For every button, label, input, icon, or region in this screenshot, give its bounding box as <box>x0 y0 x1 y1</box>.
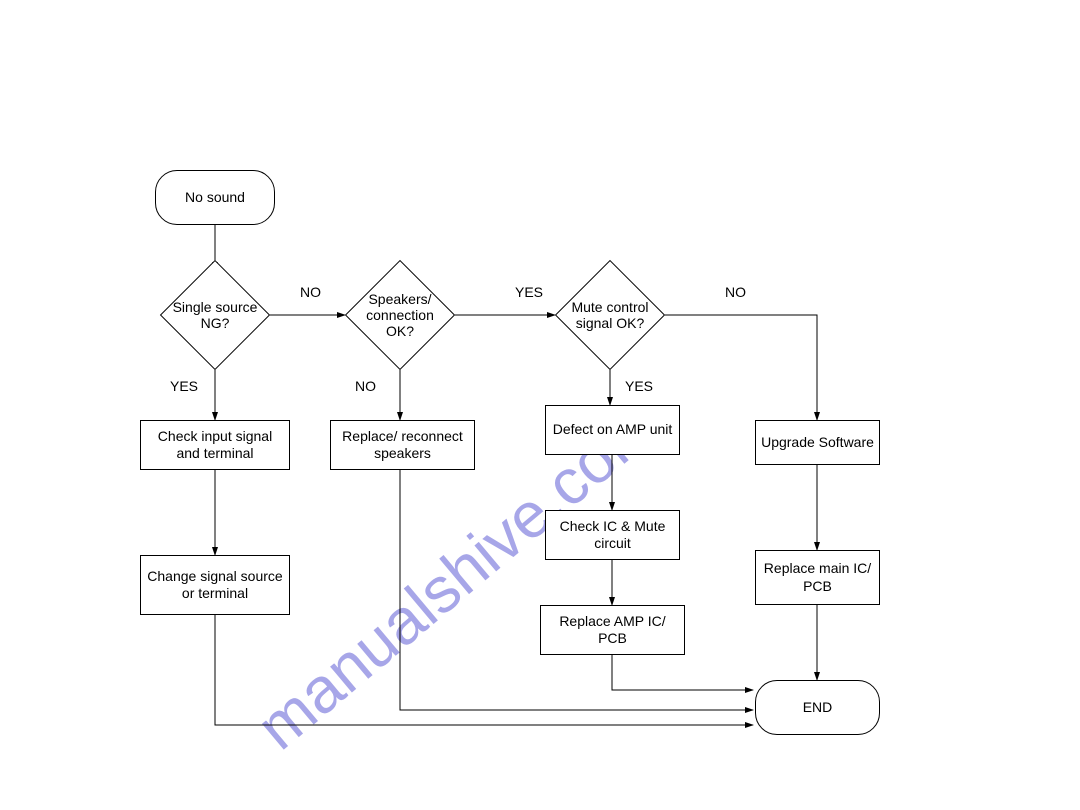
node-decision-mute: Mute control signal OK? <box>555 270 665 360</box>
node-check-input: Check input signal and terminal <box>140 420 290 470</box>
edge-label-no: NO <box>355 378 376 394</box>
edge <box>612 655 753 690</box>
node-defect-amp-label: Defect on AMP unit <box>553 421 673 439</box>
node-replace-speakers-label: Replace/ reconnect speakers <box>335 428 470 463</box>
edge-label-yes: YES <box>625 378 653 394</box>
node-decision-speakers-label: Speakers/ connection OK? <box>351 291 449 339</box>
edge-label-no: NO <box>300 284 321 300</box>
node-decision-source-label: Single source NG? <box>166 299 264 331</box>
node-check-input-label: Check input signal and terminal <box>145 428 285 463</box>
node-end-label: END <box>803 699 833 717</box>
node-check-ic-label: Check IC & Mute circuit <box>550 518 675 553</box>
node-replace-main-label: Replace main IC/ PCB <box>760 560 875 595</box>
edge-label-yes: YES <box>515 284 543 300</box>
flowchart-canvas: manualshive.com <box>0 0 1080 810</box>
node-decision-source: Single source NG? <box>160 270 270 360</box>
node-replace-main: Replace main IC/ PCB <box>755 550 880 605</box>
node-decision-speakers: Speakers/ connection OK? <box>345 270 455 360</box>
edge-label-no: NO <box>725 284 746 300</box>
node-decision-mute-label: Mute control signal OK? <box>561 299 659 331</box>
node-change-source: Change signal source or terminal <box>140 555 290 615</box>
edge <box>665 315 817 420</box>
node-upgrade-software-label: Upgrade Software <box>761 434 874 452</box>
node-end: END <box>755 680 880 735</box>
node-replace-speakers: Replace/ reconnect speakers <box>330 420 475 470</box>
node-upgrade-software: Upgrade Software <box>755 420 880 465</box>
edge-label-yes: YES <box>170 378 198 394</box>
edges-layer <box>0 0 1080 810</box>
node-defect-amp: Defect on AMP unit <box>545 405 680 455</box>
node-start-label: No sound <box>185 189 245 207</box>
node-replace-amp-label: Replace AMP IC/ PCB <box>545 613 680 648</box>
node-replace-amp: Replace AMP IC/ PCB <box>540 605 685 655</box>
node-check-ic: Check IC & Mute circuit <box>545 510 680 560</box>
node-change-source-label: Change signal source or terminal <box>145 568 285 603</box>
node-start: No sound <box>155 170 275 225</box>
edge <box>400 470 753 710</box>
